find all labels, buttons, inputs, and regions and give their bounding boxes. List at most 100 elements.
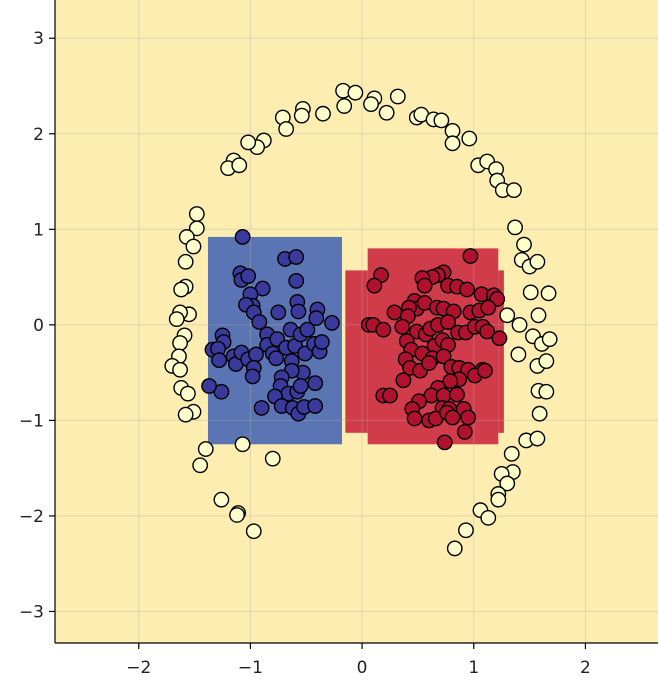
blue-point [324, 315, 340, 331]
blue-point [288, 249, 305, 265]
blue-point [201, 378, 218, 394]
outer-point [538, 383, 555, 400]
outer-point [507, 219, 523, 236]
outer-point [172, 361, 188, 378]
outer-point [446, 540, 463, 557]
outer-point [231, 157, 248, 174]
red-region [345, 270, 368, 433]
red-point [421, 355, 437, 371]
blue-point [240, 268, 257, 285]
x-tick-label: 1 [468, 658, 479, 678]
outer-point [461, 130, 478, 147]
outer-point [540, 285, 557, 302]
red-point [444, 409, 461, 426]
blue-point [268, 350, 284, 367]
outer-point [444, 135, 461, 152]
outer-point [336, 98, 353, 114]
outer-point [293, 107, 310, 124]
outer-point [188, 206, 205, 222]
outer-point [264, 450, 281, 467]
x-tick-label: 2 [580, 658, 591, 678]
red-point [382, 387, 398, 404]
outer-point [245, 523, 262, 540]
outer-point [172, 335, 188, 351]
outer-point [347, 84, 364, 101]
red-point [416, 277, 433, 294]
blue-point [292, 378, 309, 394]
red-point [491, 330, 508, 347]
outer-point [538, 353, 555, 370]
red-point [394, 318, 411, 335]
outer-point [531, 405, 548, 422]
outer-point [510, 346, 527, 363]
y-tick-label: −3 [19, 602, 44, 622]
outer-point [192, 457, 209, 474]
red-point [366, 277, 383, 294]
outer-point [213, 491, 230, 508]
outer-point [433, 112, 450, 129]
red-point [459, 281, 475, 298]
red-point [436, 434, 453, 451]
outer-point [458, 522, 474, 539]
blue-point [244, 368, 261, 385]
red-point [435, 348, 452, 365]
red-point [406, 410, 423, 427]
blue-point [251, 314, 268, 330]
red-point [479, 323, 496, 340]
red-point [462, 248, 479, 264]
red-point [456, 423, 473, 440]
outer-point [177, 253, 194, 270]
blue-point [270, 304, 287, 321]
outer-point [389, 88, 406, 105]
red-point [386, 304, 403, 321]
outer-point [179, 385, 196, 402]
outer-point [480, 509, 497, 526]
red-point [477, 362, 493, 379]
outer-point [173, 281, 190, 298]
outer-point [315, 105, 331, 122]
outer-point [363, 96, 379, 113]
red-point [480, 299, 497, 316]
outer-point [168, 311, 185, 328]
blue-point [307, 398, 324, 414]
blue-point [234, 229, 251, 245]
outer-point [185, 238, 202, 255]
outer-point [503, 445, 520, 462]
red-point [395, 372, 412, 389]
red-point [460, 409, 477, 426]
x-tick-label: −1 [238, 658, 263, 678]
outer-point [511, 316, 528, 333]
red-point [440, 314, 456, 330]
blue-point [308, 310, 325, 327]
outer-point [516, 236, 532, 253]
outer-point [197, 441, 214, 457]
blue-point [290, 303, 307, 320]
red-point [442, 373, 459, 390]
y-tick-label: 1 [33, 220, 44, 240]
outer-point [530, 307, 547, 324]
outer-point [278, 121, 295, 137]
x-tick-label: −2 [126, 658, 151, 678]
red-region [498, 270, 504, 433]
blue-point [253, 400, 270, 416]
outer-point [240, 134, 257, 151]
outer-point [522, 284, 539, 301]
blue-point [299, 321, 316, 338]
x-tick-label: 0 [357, 658, 368, 678]
outer-point [499, 307, 516, 324]
outer-point [234, 436, 251, 453]
outer-point [506, 182, 522, 199]
outer-point [229, 507, 245, 523]
outer-point [499, 475, 516, 492]
red-point [449, 386, 465, 403]
red-point [375, 321, 392, 338]
outer-point [541, 331, 558, 348]
outer-point [378, 104, 395, 121]
blue-point [211, 352, 228, 369]
y-tick-label: 3 [33, 29, 44, 49]
blue-point [313, 334, 330, 350]
y-tick-label: 2 [33, 125, 44, 145]
data-points [164, 82, 558, 557]
outer-point [490, 491, 507, 508]
